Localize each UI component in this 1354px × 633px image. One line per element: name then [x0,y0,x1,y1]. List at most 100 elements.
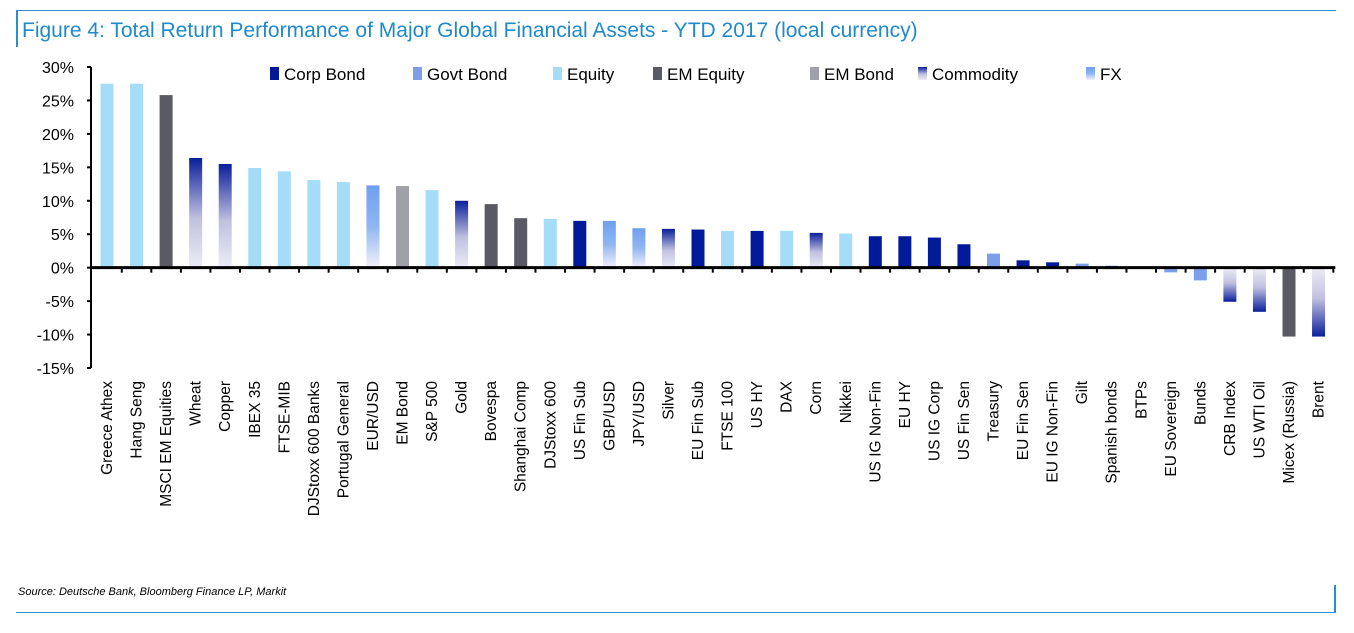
bar-3 [189,157,203,268]
y-tick-label: 10% [42,194,74,211]
bar-12 [455,200,469,268]
chart-source: Source: Deutsche Bank, Bloomberg Finance… [18,586,287,598]
bar-1 [130,83,144,268]
bar-27 [898,236,912,268]
x-tick-label: Greece Athex [99,381,116,475]
legend-label: Corp Bond [284,65,365,84]
legend-label: FX [1100,65,1122,84]
legend-swatch-3 [653,67,662,80]
x-tick-label: EU HY [897,381,914,428]
x-tick-label: US IG Corp [926,381,943,461]
bar-15 [543,218,557,268]
bar-36 [1164,267,1178,273]
x-tick-label: Gilt [1074,380,1091,404]
bar-10 [396,186,409,268]
legend-swatch-6 [1086,67,1095,80]
x-tick-label: DJStoxx 600 Banks [306,381,323,517]
legend-label: Equity [567,65,615,84]
bar-41 [1312,267,1326,337]
x-tick-label: US IG Non-Fin [867,381,884,483]
bar-7 [307,180,321,268]
bar-24 [809,232,823,268]
bar-31 [1016,260,1030,268]
x-tick-label: JPY/USD [631,381,648,446]
x-tick-label: BTPs [1133,381,1150,419]
x-tick-label: GBP/USD [601,381,618,451]
x-tick-label: US Fin Sen [956,381,973,460]
bar-19 [661,228,675,268]
y-tick-label: 5% [51,227,74,244]
x-tick-label: Copper [217,381,234,432]
x-tick-label: Portugal General [335,381,352,498]
x-tick-label: FTSE-MIB [276,381,293,453]
x-tick-label: Nikkei [838,381,855,423]
y-tick-label: 15% [42,160,74,177]
bar-39 [1252,267,1266,312]
x-tick-label: EU Sovereign [1163,381,1180,477]
x-tick-label: CRB Index [1222,381,1239,456]
legend-swatch-2 [553,67,562,80]
y-tick-label: -15% [37,361,74,378]
x-tick-label: EU IG Non-Fin [1045,381,1062,483]
x-tick-label: US HY [749,381,766,428]
x-tick-label: Gold [454,381,471,414]
x-tick-label: DJStoxx 600 [542,381,559,469]
bar-37 [1193,267,1207,281]
x-tick-label: US Fin Sub [572,381,589,460]
frame-left-rule [16,10,18,47]
frame-top-rule [16,10,1336,11]
x-tick-label: Bovespa [483,381,500,442]
x-tick-label: Spanish bonds [1104,381,1121,484]
y-tick-label: 25% [42,93,74,110]
bar-16 [573,220,587,268]
bar-9 [366,185,380,268]
x-tick-label: Micex (Russia) [1281,381,1298,483]
x-tick-label: S&P 500 [424,381,441,442]
bar-17 [602,220,616,268]
x-tick-label: Treasury [986,381,1003,442]
bar-22 [750,230,764,268]
x-tick-label: Shanghai Comp [513,381,530,492]
bar-0 [100,83,114,268]
bar-5 [248,168,262,268]
x-tick-label: Bunds [1192,381,1209,425]
frame-right-rule [1334,585,1336,613]
x-tick-label: Brent [1311,380,1328,418]
x-tick-label: IBEX 35 [247,381,264,438]
legend-swatch-4 [810,67,819,80]
y-tick-label: -10% [37,328,74,345]
legend-swatch-5 [918,67,927,80]
bar-32 [1046,262,1060,268]
legend-label: Govt Bond [427,65,507,84]
bar-26 [868,236,882,268]
x-tick-label: EM Bond [395,381,412,445]
bar-20 [691,229,705,268]
bar-33 [1075,263,1089,268]
bar-30 [987,253,1000,268]
legend-swatch-1 [413,67,422,80]
y-tick-label: 20% [42,127,74,144]
x-tick-label: Corn [808,381,825,415]
bar-38 [1223,267,1237,302]
legend-label: Commodity [932,65,1018,84]
legend-swatch-0 [270,67,279,80]
x-tick-label: DAX [779,380,796,413]
bar-14 [514,218,528,268]
x-tick-label: US WTI Oil [1251,381,1268,459]
y-tick-label: 30% [42,60,74,77]
bar-18 [632,228,646,268]
bar-28 [927,237,941,268]
bar-2 [159,95,173,268]
bar-23 [780,230,794,268]
bar-25 [839,233,853,268]
x-tick-label: Silver [660,381,677,420]
x-tick-label: MSCI EM Equities [158,381,175,507]
x-tick-label: Hang Seng [129,381,146,459]
bar-29 [957,244,971,268]
y-tick-label: -5% [46,294,74,311]
x-tick-label: EU Fin Sen [1015,381,1032,460]
chart-title: Figure 4: Total Return Performance of Ma… [22,19,918,42]
legend-label: EM Equity [667,65,745,84]
